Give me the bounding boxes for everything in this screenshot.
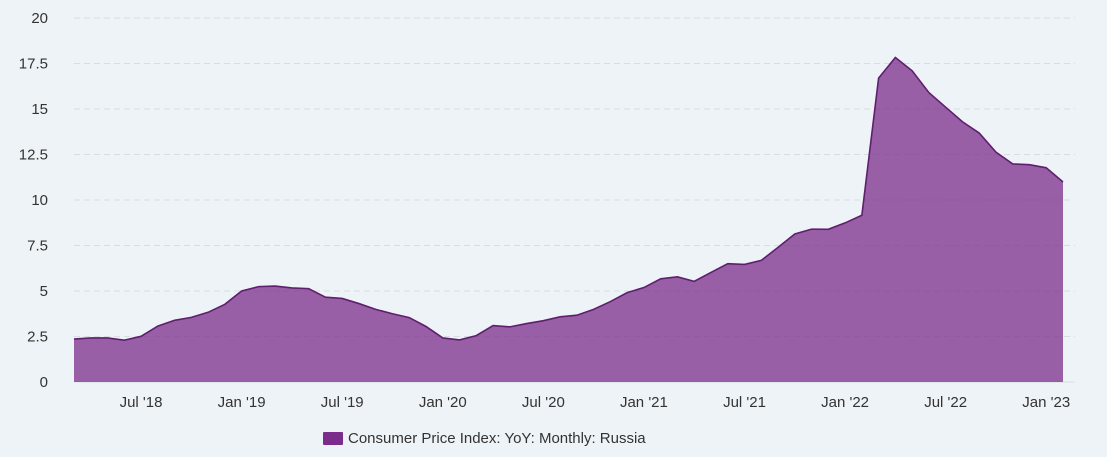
- x-tick-label: Jul '19: [321, 394, 364, 411]
- y-tick-label: 0: [40, 374, 48, 391]
- data-point[interactable]: [289, 285, 295, 291]
- data-point[interactable]: [758, 257, 764, 263]
- data-point[interactable]: [322, 294, 328, 300]
- y-tick-label: 5: [40, 283, 48, 300]
- x-tick-label: Jul '18: [120, 394, 163, 411]
- data-point[interactable]: [943, 104, 949, 110]
- data-point[interactable]: [691, 278, 697, 284]
- data-point[interactable]: [842, 220, 848, 226]
- data-point[interactable]: [389, 311, 395, 317]
- data-point[interactable]: [859, 212, 865, 218]
- data-point[interactable]: [641, 285, 647, 291]
- data-point[interactable]: [775, 244, 781, 250]
- data-point[interactable]: [540, 318, 546, 324]
- data-point[interactable]: [557, 314, 563, 320]
- data-point[interactable]: [155, 323, 161, 329]
- x-tick-label: Jan '22: [821, 394, 869, 411]
- data-point[interactable]: [742, 261, 748, 267]
- data-point[interactable]: [373, 306, 379, 312]
- data-point[interactable]: [457, 337, 463, 343]
- data-point[interactable]: [959, 119, 965, 125]
- data-point[interactable]: [591, 306, 597, 312]
- data-point[interactable]: [306, 286, 312, 292]
- data-point[interactable]: [825, 226, 831, 232]
- series-line[interactable]: [73, 56, 1064, 341]
- data-point[interactable]: [976, 130, 982, 136]
- data-point[interactable]: [1060, 179, 1066, 185]
- data-point[interactable]: [105, 335, 111, 341]
- data-point[interactable]: [490, 323, 496, 329]
- data-point[interactable]: [624, 290, 630, 296]
- data-point[interactable]: [876, 75, 882, 81]
- data-point[interactable]: [339, 295, 345, 301]
- data-point[interactable]: [406, 315, 412, 321]
- legend-label[interactable]: Consumer Price Index: YoY: Monthly: Russ…: [348, 430, 646, 447]
- data-point[interactable]: [473, 333, 479, 339]
- plot-area: [71, 54, 1066, 383]
- x-tick-label: Jan '23: [1022, 394, 1070, 411]
- data-point[interactable]: [674, 274, 680, 280]
- x-tick-label: Jan '20: [419, 394, 467, 411]
- data-point[interactable]: [507, 324, 513, 330]
- data-point[interactable]: [892, 54, 898, 60]
- y-tick-label: 15: [31, 101, 48, 118]
- data-point[interactable]: [205, 309, 211, 315]
- x-tick-label: Jul '22: [924, 394, 967, 411]
- data-point[interactable]: [272, 283, 278, 289]
- data-point[interactable]: [423, 323, 429, 329]
- data-point[interactable]: [121, 337, 127, 343]
- x-tick-label: Jul '20: [522, 394, 565, 411]
- y-tick-label: 17.5: [19, 56, 48, 73]
- data-point[interactable]: [255, 284, 261, 290]
- y-tick-label: 12.5: [19, 147, 48, 164]
- data-point[interactable]: [809, 226, 815, 232]
- data-point[interactable]: [658, 276, 664, 282]
- data-point[interactable]: [725, 261, 731, 267]
- data-point[interactable]: [607, 299, 613, 305]
- data-point[interactable]: [792, 231, 798, 237]
- data-point[interactable]: [188, 314, 194, 320]
- data-point[interactable]: [1026, 162, 1032, 168]
- data-point[interactable]: [71, 336, 77, 342]
- x-tick-label: Jul '21: [723, 394, 766, 411]
- data-point[interactable]: [909, 68, 915, 74]
- data-point[interactable]: [222, 301, 228, 307]
- y-tick-label: 10: [31, 192, 48, 209]
- y-tick-label: 7.5: [27, 238, 48, 255]
- x-tick-label: Jan '21: [620, 394, 668, 411]
- data-point[interactable]: [1043, 165, 1049, 171]
- data-point[interactable]: [524, 321, 530, 327]
- legend[interactable]: Consumer Price Index: YoY: Monthly: Russ…: [323, 430, 646, 447]
- data-point[interactable]: [993, 149, 999, 155]
- data-point[interactable]: [574, 312, 580, 318]
- y-tick-label: 20: [31, 10, 48, 27]
- y-axis-ticks: 0 2.5 5 7.5 10 12.5 15 17.5 20: [19, 10, 48, 391]
- data-point[interactable]: [138, 333, 144, 339]
- data-point[interactable]: [1010, 161, 1016, 167]
- x-axis-ticks: Jul '18 Jan '19 Jul '19 Jan '20 Jul '20 Jan '…: [120, 394, 1071, 411]
- data-point[interactable]: [88, 335, 94, 341]
- data-point[interactable]: [172, 317, 178, 323]
- x-tick-label: Jan '19: [218, 394, 266, 411]
- data-point[interactable]: [440, 335, 446, 341]
- data-point[interactable]: [356, 301, 362, 307]
- y-tick-label: 2.5: [27, 329, 48, 346]
- series-area[interactable]: [74, 57, 1063, 383]
- data-point[interactable]: [239, 288, 245, 294]
- legend-swatch[interactable]: [323, 432, 343, 445]
- data-point[interactable]: [926, 90, 932, 96]
- data-point[interactable]: [708, 269, 714, 275]
